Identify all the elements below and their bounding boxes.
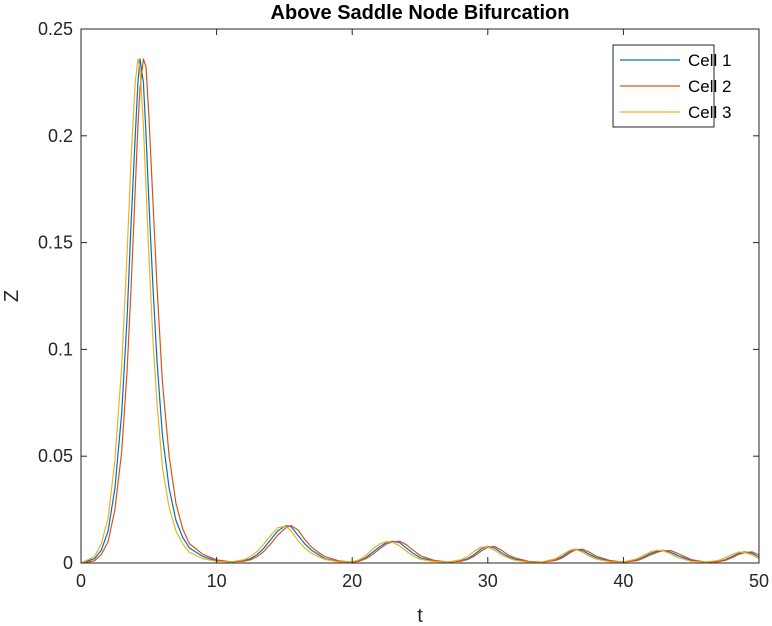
x-axis-label: t: [417, 605, 423, 626]
y-tick-label: 0.1: [48, 339, 73, 359]
axes-box: [80, 28, 760, 564]
series-line-cell-2: [80, 58, 760, 564]
y-tick-label: 0.15: [38, 233, 73, 253]
x-tick-label: 50: [749, 571, 769, 591]
y-axis-label: Z: [1, 290, 23, 302]
y-tick-label: 0: [63, 553, 73, 573]
x-tick-label: 40: [613, 571, 633, 591]
x-tick-label: 30: [478, 571, 498, 591]
legend-label-cell-3: Cell 3: [688, 103, 731, 122]
x-tick-label: 20: [342, 571, 362, 591]
series-layer: [80, 58, 760, 564]
series-line-cell-1: [80, 58, 760, 564]
x-tick-label: 0: [76, 571, 86, 591]
x-tick-label: 10: [207, 571, 227, 591]
legend-label-cell-1: Cell 1: [688, 51, 731, 70]
legend-label-cell-2: Cell 2: [688, 77, 731, 96]
y-tick-label: 0.25: [38, 19, 73, 39]
series-line-cell-3: [80, 58, 760, 564]
y-tick-label: 0.05: [38, 446, 73, 466]
y-tick-label: 0.2: [48, 126, 73, 146]
chart-title: Above Saddle Node Bifurcation: [271, 2, 570, 24]
legend: Cell 1 Cell 2 Cell 3: [612, 44, 731, 128]
axes-layer: 0 10 20 30 40 50 0 0.05 0.1 0.15 0.2 0.25: [38, 19, 769, 591]
